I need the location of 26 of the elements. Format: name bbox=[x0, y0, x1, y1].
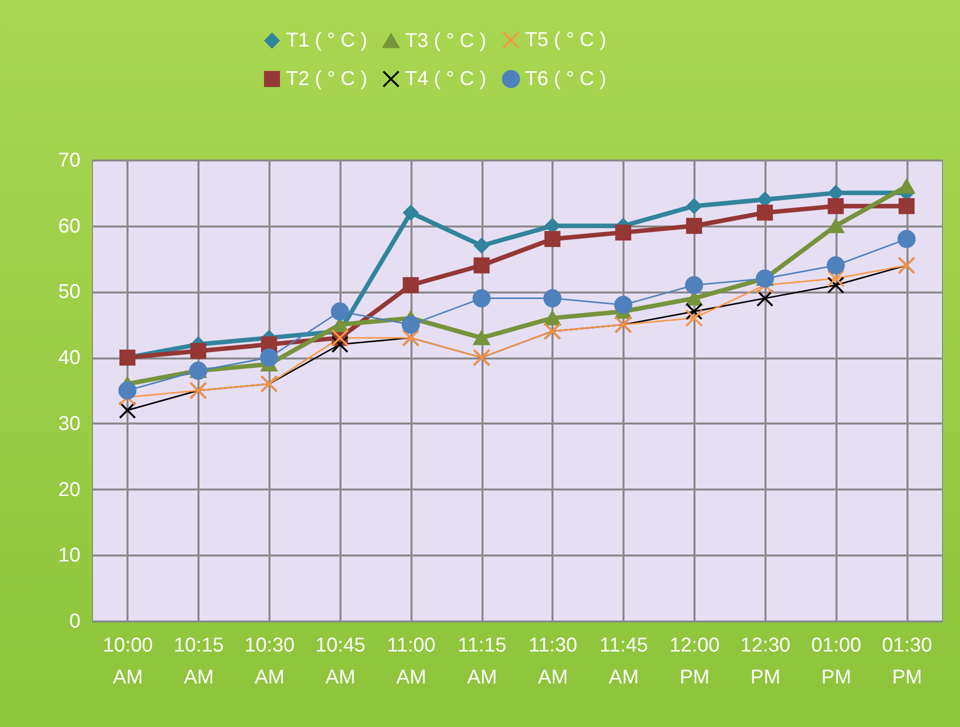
legend-label: T5 ( ° C ) bbox=[525, 29, 606, 52]
x-tick-label: 11:00 AM bbox=[386, 634, 436, 688]
x-tick-label: 10:00 AM bbox=[102, 634, 153, 688]
legend-label: T6 ( ° C ) bbox=[525, 68, 606, 90]
x-tick-label: 12:30 PM bbox=[740, 634, 790, 688]
x-tick-label: 10:15 AM bbox=[174, 634, 224, 688]
y-tick-label: 50 bbox=[58, 281, 80, 304]
x-tick-label: 11:45 AM bbox=[599, 634, 648, 688]
y-tick-label: 60 bbox=[58, 215, 80, 238]
x-tick-label: 12:00 PM bbox=[670, 634, 720, 688]
x-tick-label: 10:45 AM bbox=[315, 634, 366, 688]
x-tick-label: 11:30 AM bbox=[528, 634, 578, 688]
y-tick-label: 10 bbox=[58, 544, 80, 567]
legend-label: T2 ( ° C ) bbox=[286, 68, 368, 90]
x-tick-label: 01:30 PM bbox=[882, 634, 932, 688]
x-tick-label: 01:00 PM bbox=[811, 634, 862, 688]
x-tick-label: 11:15 AM bbox=[458, 634, 506, 688]
x-tick-label: 10:30 AM bbox=[244, 634, 295, 688]
y-tick-label: 30 bbox=[58, 412, 80, 435]
legend-label: T3 ( ° C ) bbox=[405, 30, 486, 52]
legend-label: T1 ( ° C ) bbox=[286, 30, 368, 52]
y-tick-label: 70 bbox=[58, 150, 80, 172]
y-tick-label: 0 bbox=[69, 610, 80, 632]
legend-label: T4 ( ° C ) bbox=[405, 68, 486, 90]
y-tick-label: 20 bbox=[58, 478, 80, 501]
y-tick-label: 40 bbox=[58, 347, 80, 370]
